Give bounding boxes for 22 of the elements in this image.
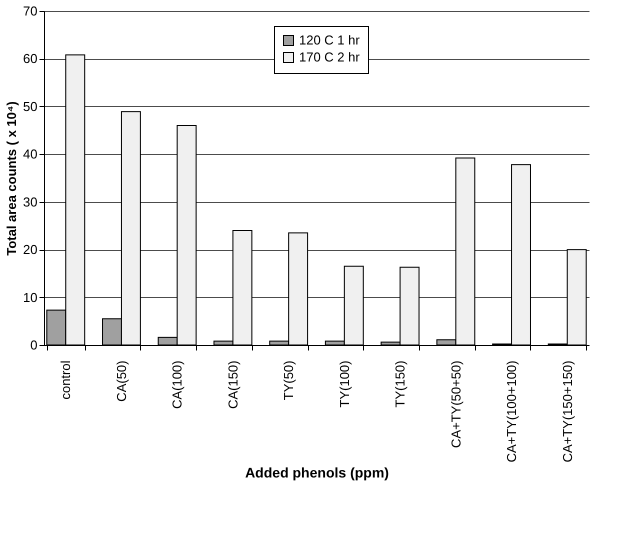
y-tick-label: 40 <box>23 146 38 162</box>
y-tick-label: 30 <box>23 194 38 210</box>
x-tick-label: TY(150) <box>392 360 408 408</box>
x-tick-label: CA(150) <box>225 360 240 409</box>
x-tick-label: CA+TY(100+100) <box>504 360 520 462</box>
y-tick-label: 70 <box>23 4 38 18</box>
y-tick-label: 60 <box>23 51 38 66</box>
x-tick-label: TY(100) <box>336 360 352 408</box>
x-tick-label: control <box>58 360 74 400</box>
x-tick-label: TY(50) <box>281 360 296 400</box>
y-tick-label: 50 <box>23 98 38 114</box>
x-tick-label: CA+TY(50+50) <box>448 360 464 448</box>
y-tick-label: 10 <box>23 290 38 305</box>
y-axis-title: Total area counts ( x 10⁴) <box>4 101 20 256</box>
y-tick-label: 20 <box>23 242 38 258</box>
x-axis-title: Added phenols (ppm) <box>245 464 389 480</box>
x-tick-label: CA(50) <box>114 360 129 402</box>
legend-label: 170 C 2 hr <box>299 50 360 64</box>
y-tick-label: 0 <box>30 338 38 352</box>
x-tick-label: CA(100) <box>170 360 185 409</box>
x-tick-label: CA+TY(150+150) <box>560 360 575 462</box>
legend-label: 120 C 1 hr <box>299 32 360 48</box>
